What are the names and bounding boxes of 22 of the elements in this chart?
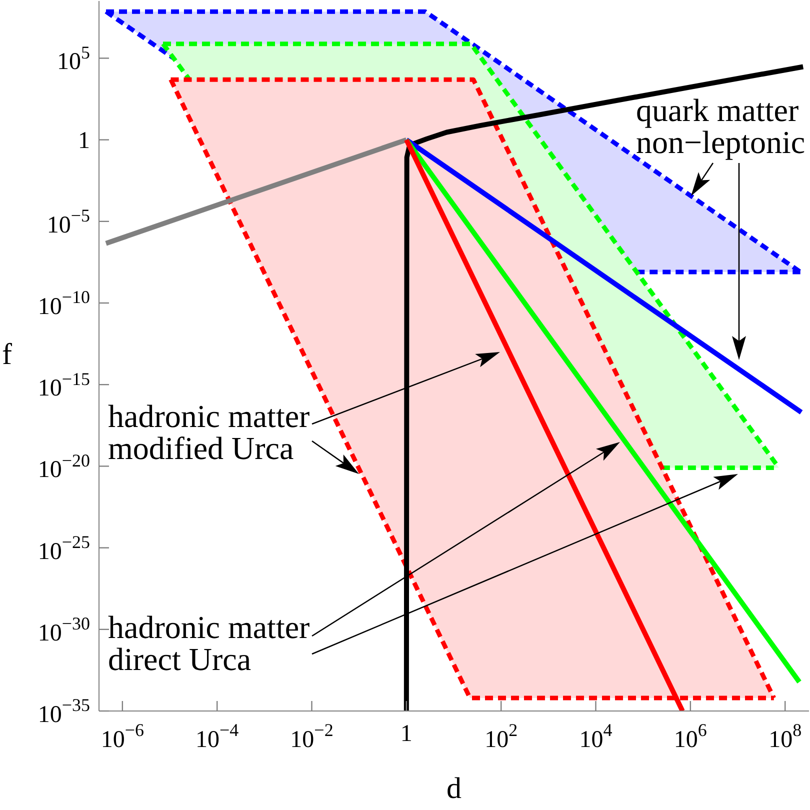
annotation: hadronic matter modified Urca bbox=[108, 398, 310, 466]
y-tick-label: 10$^{−15}$ bbox=[38, 368, 90, 402]
x-tick-label: 10$^{4}$ bbox=[579, 720, 612, 753]
x-axis-title: d bbox=[446, 772, 462, 805]
y-tick-label: 10$^{−30}$ bbox=[38, 614, 90, 646]
y-axis-title: f bbox=[2, 338, 12, 371]
y-tick-label: 10$^{−20}$ bbox=[38, 450, 90, 484]
x-tick-label: 10$^{−4}$ bbox=[196, 720, 239, 753]
x-tick-label: 10$^{2}$ bbox=[484, 720, 518, 753]
x-tick-label: 10$^{−2}$ bbox=[290, 720, 334, 753]
x-tick-label: 10$^{8}$ bbox=[768, 720, 802, 753]
y-tick-label: 10$^{−35}$ bbox=[38, 695, 90, 728]
y-tick-label: 10$^{−10}$ bbox=[38, 287, 90, 320]
x-tick-label: 1 bbox=[400, 721, 412, 747]
annotation: hadronic matter direct Urca bbox=[108, 609, 310, 677]
x-tick-label: 10$^{6}$ bbox=[674, 720, 707, 753]
y-tick-label: 10$^{5}$ bbox=[57, 42, 90, 76]
annotation: quark matter non−leptonic bbox=[636, 92, 806, 160]
y-tick-label: 10$^{−25}$ bbox=[38, 532, 90, 565]
x-tick-label: 10$^{−6}$ bbox=[100, 720, 144, 753]
y-tick-label: 1 bbox=[78, 128, 90, 154]
y-tick-label: 10$^{−5}$ bbox=[46, 206, 90, 238]
